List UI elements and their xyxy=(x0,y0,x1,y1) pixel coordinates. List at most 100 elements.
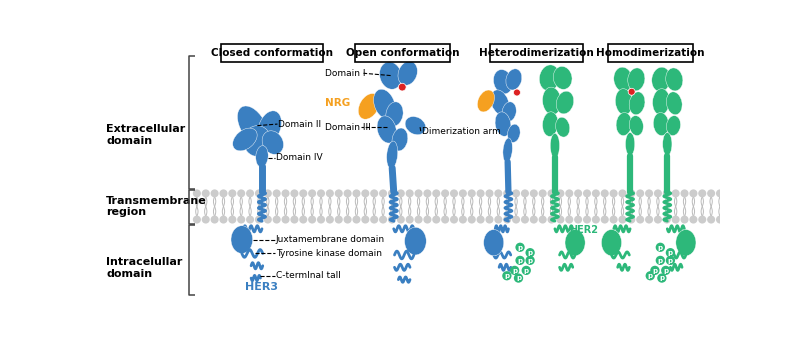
Circle shape xyxy=(282,216,290,224)
Circle shape xyxy=(406,216,414,224)
Text: p: p xyxy=(524,268,529,274)
Circle shape xyxy=(515,256,525,265)
Circle shape xyxy=(370,216,378,224)
Circle shape xyxy=(334,216,342,224)
Ellipse shape xyxy=(258,111,282,144)
Circle shape xyxy=(681,189,689,197)
Circle shape xyxy=(583,216,591,224)
Ellipse shape xyxy=(550,133,559,158)
Ellipse shape xyxy=(377,116,397,143)
Circle shape xyxy=(512,189,520,197)
Circle shape xyxy=(308,216,316,224)
Ellipse shape xyxy=(503,138,513,163)
Circle shape xyxy=(362,189,370,197)
Circle shape xyxy=(556,216,565,224)
Circle shape xyxy=(681,216,689,224)
Circle shape xyxy=(255,189,263,197)
Circle shape xyxy=(538,216,546,224)
Circle shape xyxy=(228,189,236,197)
Circle shape xyxy=(672,189,680,197)
Circle shape xyxy=(503,216,511,224)
Circle shape xyxy=(521,189,529,197)
Ellipse shape xyxy=(614,67,633,92)
Circle shape xyxy=(459,189,467,197)
Text: p: p xyxy=(516,276,521,281)
Circle shape xyxy=(379,189,387,197)
Ellipse shape xyxy=(490,90,509,115)
Circle shape xyxy=(628,88,635,95)
Circle shape xyxy=(388,189,396,197)
Circle shape xyxy=(210,216,218,224)
Circle shape xyxy=(698,189,706,197)
Circle shape xyxy=(370,189,378,197)
Ellipse shape xyxy=(626,133,634,155)
Circle shape xyxy=(468,189,476,197)
Ellipse shape xyxy=(405,117,426,135)
Circle shape xyxy=(264,189,272,197)
Text: C-termInal tall: C-termInal tall xyxy=(276,271,341,280)
Circle shape xyxy=(526,256,534,265)
Circle shape xyxy=(423,189,431,197)
Text: HER2: HER2 xyxy=(569,225,598,235)
Text: Transmembrane
region: Transmembrane region xyxy=(106,196,207,217)
Text: p: p xyxy=(518,258,522,264)
FancyBboxPatch shape xyxy=(221,44,323,62)
Ellipse shape xyxy=(616,113,632,136)
Circle shape xyxy=(246,189,254,197)
Ellipse shape xyxy=(495,112,511,136)
Circle shape xyxy=(656,243,665,252)
Circle shape xyxy=(228,216,236,224)
Circle shape xyxy=(526,248,534,257)
Circle shape xyxy=(610,216,618,224)
Circle shape xyxy=(388,216,396,224)
Circle shape xyxy=(246,216,254,224)
Circle shape xyxy=(450,189,458,197)
Text: p: p xyxy=(668,258,673,264)
Circle shape xyxy=(538,189,546,197)
Circle shape xyxy=(299,189,307,197)
Ellipse shape xyxy=(542,112,558,136)
Ellipse shape xyxy=(654,113,669,136)
Circle shape xyxy=(661,266,670,275)
Ellipse shape xyxy=(233,128,257,151)
Circle shape xyxy=(515,243,525,252)
Circle shape xyxy=(530,189,538,197)
Circle shape xyxy=(432,216,440,224)
Circle shape xyxy=(459,216,467,224)
Circle shape xyxy=(299,216,307,224)
Circle shape xyxy=(414,189,422,197)
Ellipse shape xyxy=(478,90,494,112)
Circle shape xyxy=(282,189,290,197)
Circle shape xyxy=(406,189,414,197)
Circle shape xyxy=(353,216,361,224)
Circle shape xyxy=(592,216,600,224)
Circle shape xyxy=(379,216,387,224)
Circle shape xyxy=(514,273,523,283)
Ellipse shape xyxy=(374,89,395,119)
Ellipse shape xyxy=(231,226,253,253)
Ellipse shape xyxy=(629,92,645,115)
Ellipse shape xyxy=(507,124,520,143)
Text: Extracellular
domain: Extracellular domain xyxy=(106,124,186,146)
Circle shape xyxy=(441,189,449,197)
Ellipse shape xyxy=(676,229,696,256)
Text: Closed conformation: Closed conformation xyxy=(211,48,333,58)
Circle shape xyxy=(290,189,298,197)
Ellipse shape xyxy=(554,66,572,89)
Circle shape xyxy=(650,266,659,275)
Circle shape xyxy=(583,189,591,197)
Ellipse shape xyxy=(653,89,670,115)
Circle shape xyxy=(273,216,281,224)
Circle shape xyxy=(514,89,521,96)
Circle shape xyxy=(601,216,609,224)
Circle shape xyxy=(698,216,706,224)
Ellipse shape xyxy=(555,117,570,137)
Circle shape xyxy=(477,216,485,224)
Circle shape xyxy=(510,266,519,275)
Circle shape xyxy=(423,216,431,224)
Ellipse shape xyxy=(238,106,268,145)
Circle shape xyxy=(477,189,485,197)
Circle shape xyxy=(334,189,342,197)
Circle shape xyxy=(716,189,724,197)
Text: p: p xyxy=(518,244,522,251)
